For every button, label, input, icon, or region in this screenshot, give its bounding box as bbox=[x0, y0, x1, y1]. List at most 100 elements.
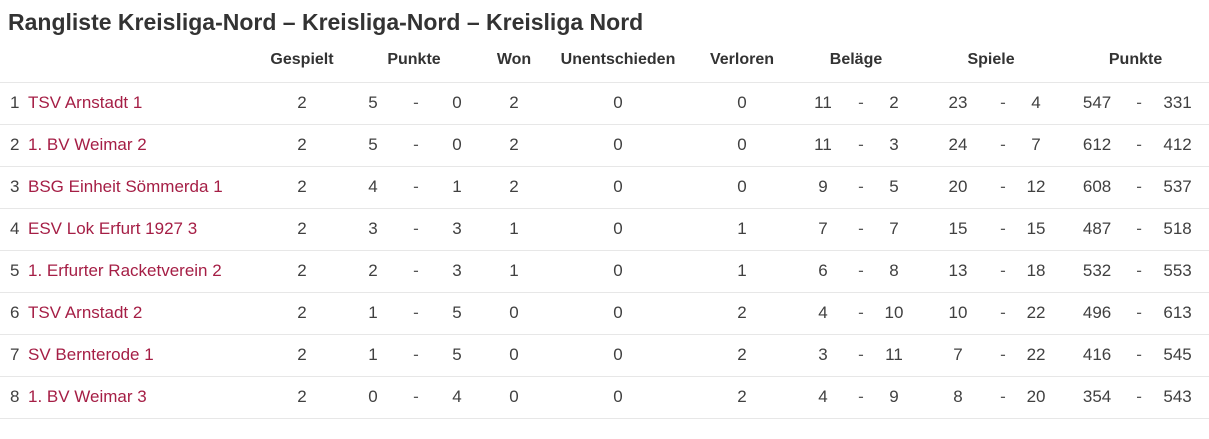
page-title: Rangliste Kreisliga-Nord – Kreisliga-Nor… bbox=[8, 9, 644, 35]
won-value: 0 bbox=[484, 292, 544, 335]
belaege-lost-value: 2 bbox=[868, 82, 921, 125]
belaege-won-value: 11 bbox=[792, 124, 854, 167]
punkte-lost-value: 0 bbox=[430, 82, 484, 125]
punkte-dash: - bbox=[402, 334, 430, 377]
punkte-total-won-value: 608 bbox=[1062, 166, 1133, 209]
belaege-dash: - bbox=[854, 82, 868, 125]
belaege-dash: - bbox=[854, 376, 868, 419]
punkte-dash: - bbox=[402, 376, 430, 419]
table-row: 4 ESV Lok Erfurt 1927 3 2 3 - 3 1 0 1 7 … bbox=[0, 208, 1209, 251]
punkte-lost-value: 5 bbox=[430, 334, 484, 377]
rank-number: 6 bbox=[0, 292, 28, 335]
punkte-won-value: 3 bbox=[344, 208, 402, 251]
spiele-dash: - bbox=[996, 82, 1011, 125]
punkte-total-dash: - bbox=[1132, 334, 1147, 377]
won-value: 1 bbox=[484, 250, 544, 293]
unentschieden-value: 0 bbox=[544, 82, 692, 125]
won-value: 2 bbox=[484, 82, 544, 125]
team-cell: BSG Einheit Sömmerda 1 bbox=[28, 166, 260, 209]
belaege-lost-value: 5 bbox=[868, 166, 921, 209]
belaege-won-value: 6 bbox=[792, 250, 854, 293]
punkte-lost-value: 4 bbox=[430, 376, 484, 419]
team-cell: 1. Erfurter Racketverein 2 bbox=[28, 250, 260, 293]
punkte-won-value: 1 bbox=[344, 334, 402, 377]
team-cell: ESV Lok Erfurt 1927 3 bbox=[28, 208, 260, 251]
punkte-total-won-value: 487 bbox=[1062, 208, 1133, 251]
table-row: 1 TSV Arnstadt 1 2 5 - 0 2 0 0 11 - 2 23… bbox=[0, 82, 1209, 125]
punkte-total-dash: - bbox=[1132, 250, 1147, 293]
belaege-dash: - bbox=[854, 292, 868, 335]
verloren-value: 0 bbox=[692, 82, 792, 125]
team-link[interactable]: 1. BV Weimar 3 bbox=[28, 387, 147, 406]
gespielt-value: 2 bbox=[260, 334, 344, 377]
punkte-dash: - bbox=[402, 166, 430, 209]
belaege-won-value: 4 bbox=[792, 292, 854, 335]
team-link[interactable]: 1. BV Weimar 2 bbox=[28, 135, 147, 154]
team-link[interactable]: SV Bernterode 1 bbox=[28, 345, 154, 364]
punkte-total-won-value: 496 bbox=[1062, 292, 1133, 335]
belaege-won-value: 7 bbox=[792, 208, 854, 251]
punkte-total-dash: - bbox=[1132, 124, 1147, 167]
team-link[interactable]: TSV Arnstadt 1 bbox=[28, 93, 143, 112]
belaege-lost-value: 10 bbox=[868, 292, 921, 335]
belaege-dash: - bbox=[854, 124, 868, 167]
spiele-won-value: 23 bbox=[920, 82, 997, 125]
column-header-belaege: Beläge bbox=[792, 39, 921, 83]
rank-number: 1 bbox=[0, 82, 28, 125]
punkte-total-lost-value: 613 bbox=[1146, 292, 1209, 335]
spiele-lost-value: 22 bbox=[1010, 292, 1063, 335]
spiele-dash: - bbox=[996, 124, 1011, 167]
team-link[interactable]: TSV Arnstadt 2 bbox=[28, 303, 143, 322]
punkte-lost-value: 0 bbox=[430, 124, 484, 167]
verloren-value: 0 bbox=[692, 124, 792, 167]
punkte-lost-value: 1 bbox=[430, 166, 484, 209]
belaege-lost-value: 8 bbox=[868, 250, 921, 293]
team-cell: TSV Arnstadt 2 bbox=[28, 292, 260, 335]
belaege-dash: - bbox=[854, 334, 868, 377]
team-link[interactable]: 1. Erfurter Racketverein 2 bbox=[28, 261, 222, 280]
unentschieden-value: 0 bbox=[544, 124, 692, 167]
punkte-lost-value: 5 bbox=[430, 292, 484, 335]
spiele-lost-value: 12 bbox=[1010, 166, 1063, 209]
gespielt-value: 2 bbox=[260, 82, 344, 125]
spiele-lost-value: 4 bbox=[1010, 82, 1063, 125]
belaege-won-value: 11 bbox=[792, 82, 854, 125]
unentschieden-value: 0 bbox=[544, 376, 692, 419]
spiele-won-value: 20 bbox=[920, 166, 997, 209]
punkte-total-dash: - bbox=[1132, 292, 1147, 335]
punkte-dash: - bbox=[402, 292, 430, 335]
spiele-dash: - bbox=[996, 292, 1011, 335]
team-cell: 1. BV Weimar 2 bbox=[28, 124, 260, 167]
rank-number: 7 bbox=[0, 334, 28, 377]
punkte-lost-value: 3 bbox=[430, 250, 484, 293]
table-row: 3 BSG Einheit Sömmerda 1 2 4 - 1 2 0 0 9… bbox=[0, 166, 1209, 209]
punkte-lost-value: 3 bbox=[430, 208, 484, 251]
punkte-total-lost-value: 553 bbox=[1146, 250, 1209, 293]
punkte-won-value: 0 bbox=[344, 376, 402, 419]
punkte-dash: - bbox=[402, 250, 430, 293]
spiele-dash: - bbox=[996, 166, 1011, 209]
won-value: 0 bbox=[484, 334, 544, 377]
belaege-dash: - bbox=[854, 250, 868, 293]
won-value: 2 bbox=[484, 124, 544, 167]
punkte-total-lost-value: 545 bbox=[1146, 334, 1209, 377]
table-row: 2 1. BV Weimar 2 2 5 - 0 2 0 0 11 - 3 24… bbox=[0, 124, 1209, 167]
punkte-total-dash: - bbox=[1132, 376, 1147, 419]
won-value: 2 bbox=[484, 166, 544, 209]
table-row: 6 TSV Arnstadt 2 2 1 - 5 0 0 2 4 - 10 10… bbox=[0, 292, 1209, 335]
verloren-value: 2 bbox=[692, 292, 792, 335]
belaege-won-value: 3 bbox=[792, 334, 854, 377]
rank-number: 5 bbox=[0, 250, 28, 293]
punkte-total-lost-value: 543 bbox=[1146, 376, 1209, 419]
spiele-won-value: 24 bbox=[920, 124, 997, 167]
team-link[interactable]: BSG Einheit Sömmerda 1 bbox=[28, 177, 223, 196]
team-link[interactable]: ESV Lok Erfurt 1927 3 bbox=[28, 219, 198, 238]
punkte-total-lost-value: 412 bbox=[1146, 124, 1209, 167]
punkte-total-won-value: 416 bbox=[1062, 334, 1133, 377]
belaege-won-value: 9 bbox=[792, 166, 854, 209]
belaege-lost-value: 9 bbox=[868, 376, 921, 419]
spiele-lost-value: 15 bbox=[1010, 208, 1063, 251]
spiele-dash: - bbox=[996, 208, 1011, 251]
verloren-value: 1 bbox=[692, 208, 792, 251]
belaege-lost-value: 3 bbox=[868, 124, 921, 167]
